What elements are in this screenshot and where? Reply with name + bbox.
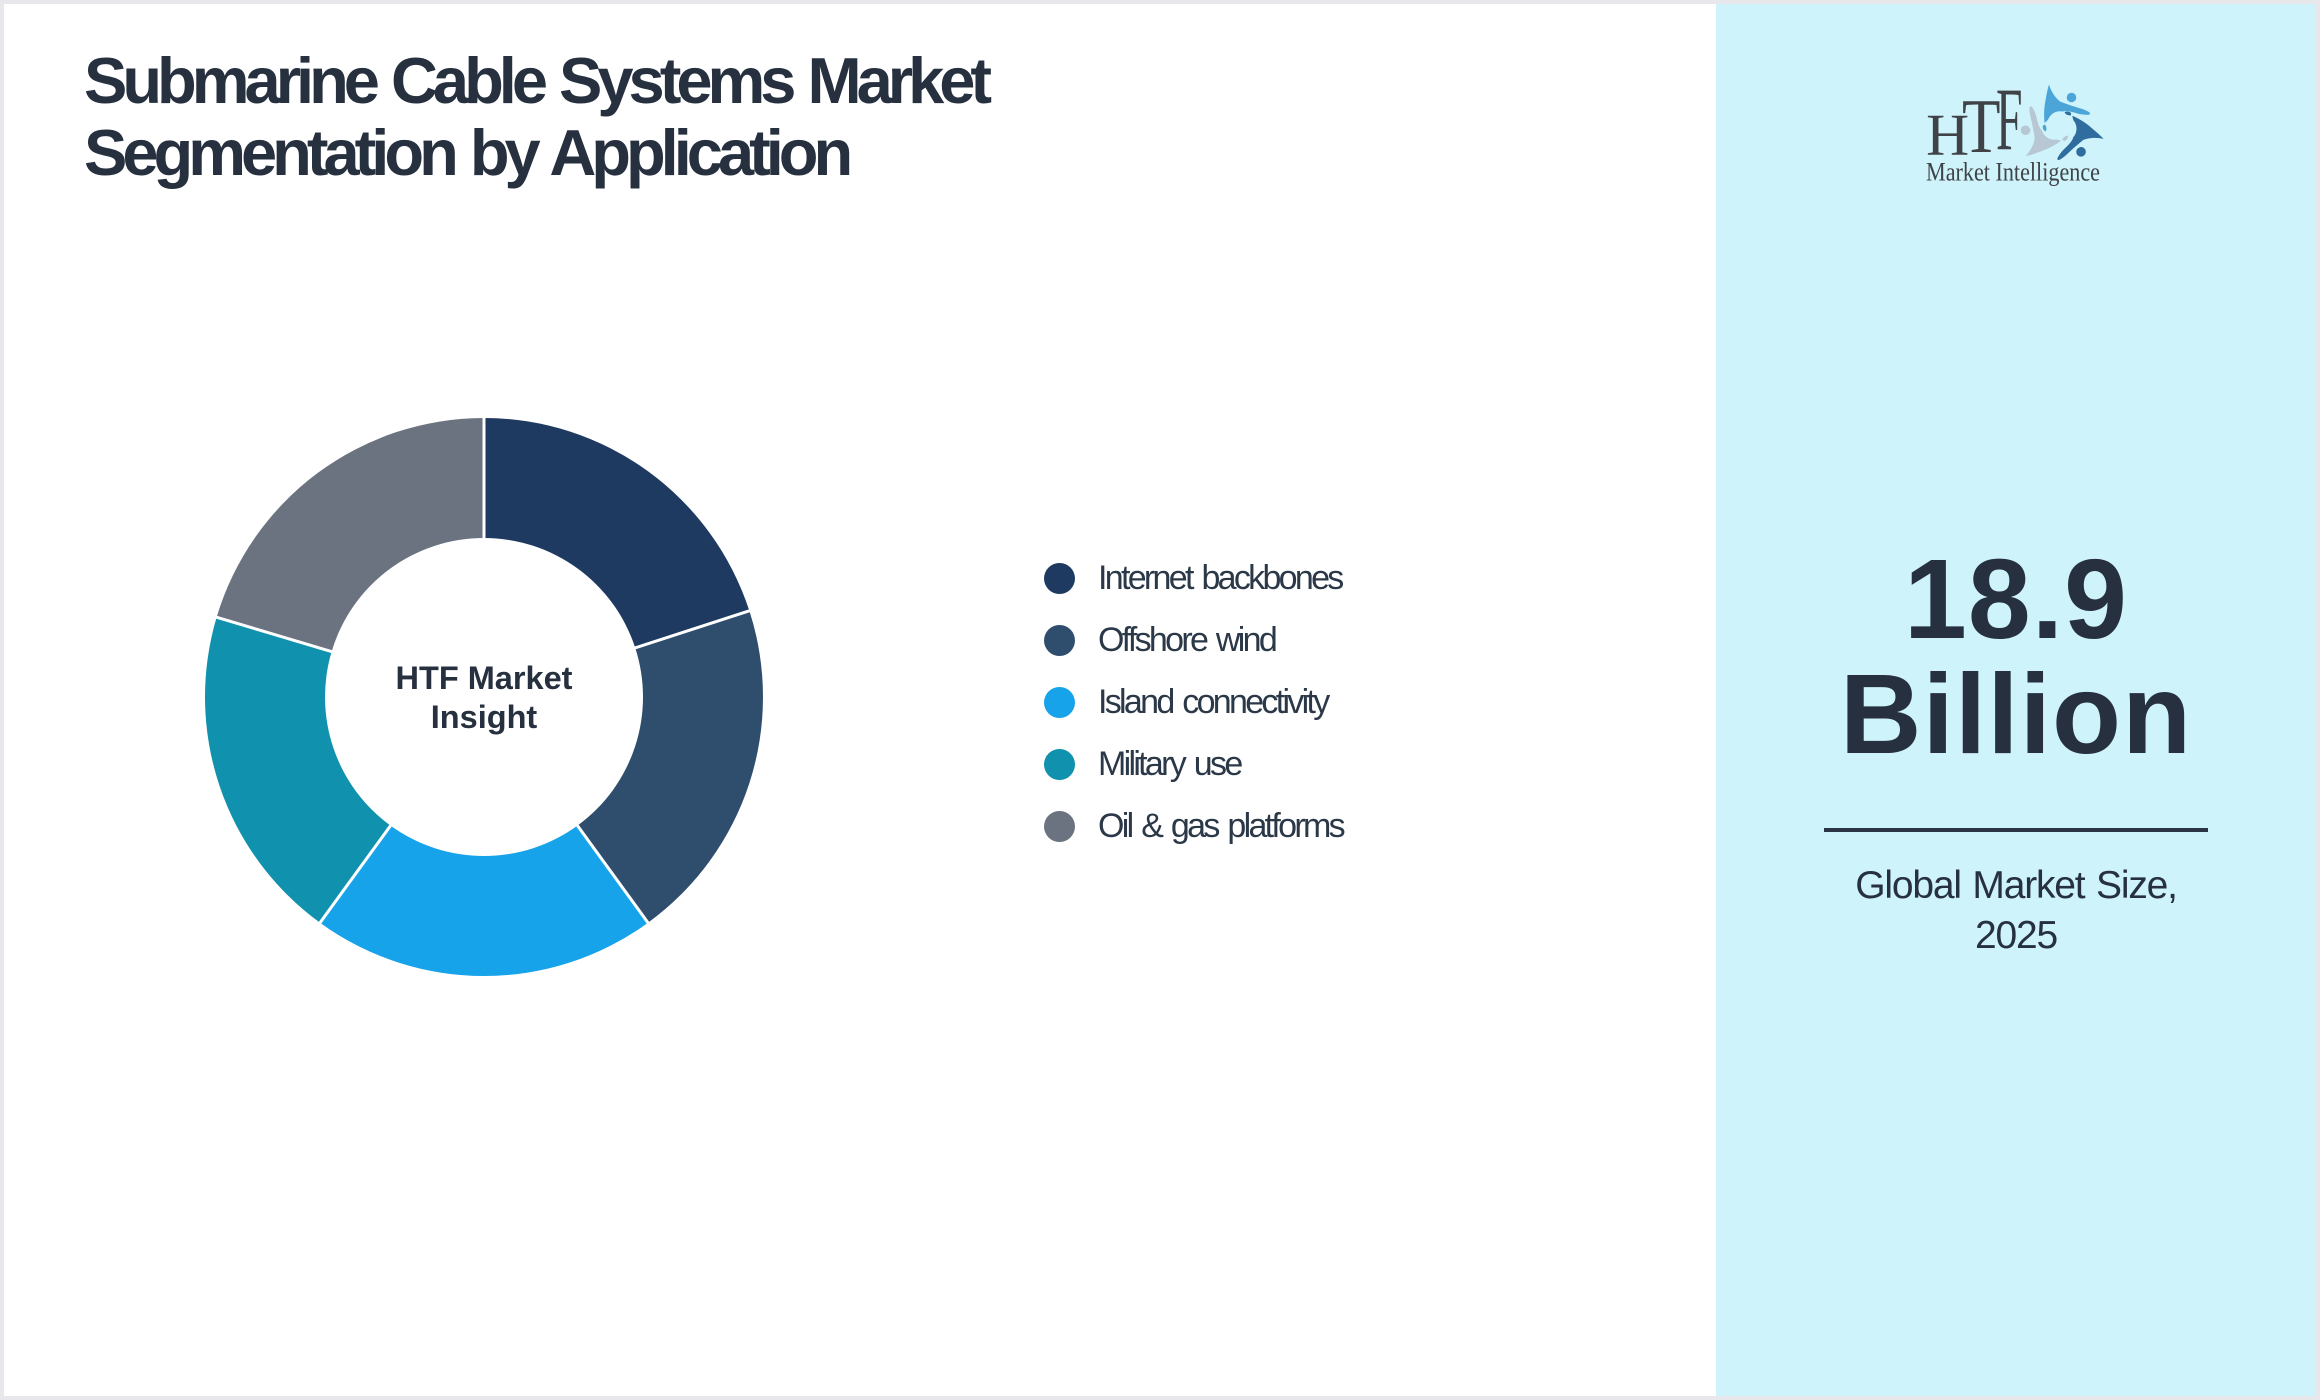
svg-text:H: H <box>1926 101 1969 167</box>
svg-text:F: F <box>1996 71 2023 169</box>
svg-text:Market Intelligence: Market Intelligence <box>1926 158 2100 187</box>
svg-text:T: T <box>1962 83 2001 169</box>
